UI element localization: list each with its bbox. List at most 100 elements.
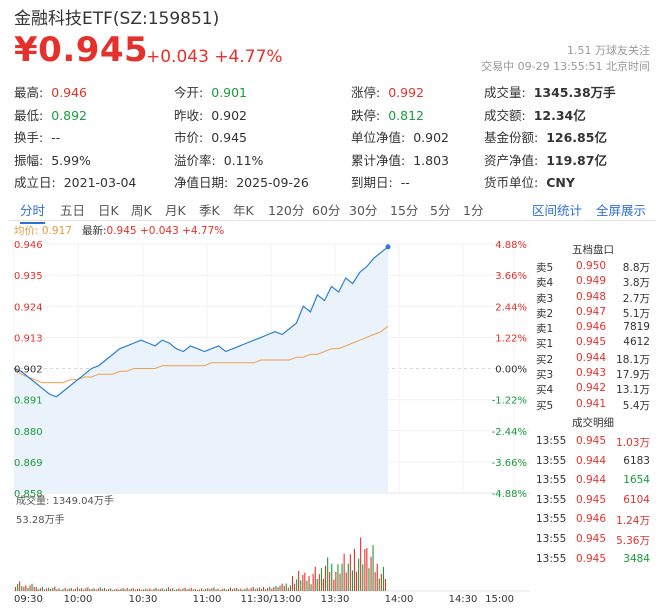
fullscreen-link[interactable]: 全屏展示 <box>596 203 647 218</box>
pct-tick-label: 1.22% <box>495 333 527 344</box>
volume-bar <box>54 586 56 591</box>
volume-bar <box>141 589 143 591</box>
stat-item: 成交量: 1345.38万手 <box>484 82 616 101</box>
pct-tick-label: 4.88% <box>495 240 527 251</box>
orderbook-level: 买1 <box>536 338 554 351</box>
volume-bar <box>118 589 120 591</box>
stat-label: 到期日: <box>351 175 393 191</box>
volume-bar <box>186 589 188 591</box>
trade-volume: 1.24万 <box>616 515 650 528</box>
volume-bar <box>236 587 238 591</box>
stats-row: 换手: -- 市价: 0.945 单位净值: 0.902 基金份额: 126.85亿 <box>14 127 654 150</box>
volume-bar <box>225 589 227 591</box>
volume-bar <box>43 589 45 591</box>
follower-count[interactable]: 1.51 万球友关注 <box>567 44 650 57</box>
volume-bar <box>116 588 118 591</box>
tab-4[interactable]: 月K <box>165 203 186 218</box>
volume-bar <box>64 587 66 591</box>
volume-bar <box>114 589 116 591</box>
orderbook-price: 0.944 <box>575 351 606 364</box>
volume-bar <box>192 589 194 591</box>
volume-bar <box>33 586 35 591</box>
trade-row: 13:55 0.944 6183 <box>530 452 656 472</box>
volume-bar <box>39 588 41 591</box>
avg-price-label: 均价: 0.917 <box>14 225 72 237</box>
volume-bar <box>87 587 89 591</box>
volume-bar <box>74 588 76 591</box>
trade-time: 13:55 <box>536 434 567 447</box>
orderbook-volume: 5.1万 <box>622 307 650 320</box>
volume-bar <box>178 588 180 591</box>
volume-bar <box>145 588 147 591</box>
stat-value: 0.901 <box>211 85 248 100</box>
volume-bar <box>134 589 136 591</box>
range-stats-link[interactable]: 区间统计 <box>532 203 583 218</box>
volume-bar <box>291 576 293 591</box>
tab-2[interactable]: 日K <box>98 203 119 218</box>
tab-8[interactable]: 60分 <box>312 203 341 218</box>
stat-label: 昨收: <box>174 107 204 123</box>
tab-6[interactable]: 年K <box>233 203 254 218</box>
volume-bar <box>296 579 298 591</box>
tab-5[interactable]: 季K <box>199 203 220 218</box>
tab-11[interactable]: 5分 <box>430 203 451 218</box>
tab-12[interactable]: 1分 <box>463 203 484 218</box>
volume-bar <box>105 589 107 591</box>
volume-bar <box>93 588 95 591</box>
last-price-dot <box>385 244 391 250</box>
orderbook-row: 买5 0.941 5.4万 <box>530 398 656 413</box>
orderbook-level: 卖2 <box>536 307 554 320</box>
volume-bar <box>283 585 285 591</box>
time-tick-label: 14:30 <box>449 594 478 605</box>
side-panel: 五档盘口 卖5 0.950 8.8万 卖4 0.949 3.8万 卖3 0.948 2.7万 卖2… <box>530 240 656 569</box>
volume-bar <box>19 581 21 591</box>
volume-bar <box>120 588 122 591</box>
orderbook-row: 卖1 0.946 7819 <box>530 321 656 336</box>
tab-7[interactable]: 120分 <box>268 203 305 218</box>
tab-10[interactable]: 15分 <box>390 203 419 218</box>
trade-price: 0.945 <box>575 434 606 447</box>
orderbook-price: 0.946 <box>575 321 606 334</box>
volume-bar <box>23 586 25 591</box>
orderbook-level: 买5 <box>536 399 554 412</box>
volume-bar <box>289 585 291 591</box>
tab-9[interactable]: 30分 <box>349 203 378 218</box>
orderbook-level: 卖4 <box>536 277 554 290</box>
volume-bar <box>360 537 362 591</box>
volume-bar <box>85 588 87 591</box>
volume-bar <box>376 563 378 591</box>
intraday-chart[interactable]: 0.946 4.88% 0.935 3.66% 0.924 2.44% 0.913 1.22%… <box>0 236 530 615</box>
volume-bar <box>335 571 337 591</box>
orderbook-level: 卖5 <box>536 262 554 274</box>
tab-1[interactable]: 五日 <box>60 203 86 218</box>
stat-item: 资产净值: 119.87亿 <box>484 150 607 169</box>
volume-bar <box>184 587 186 591</box>
stat-item: 基金份额: 126.85亿 <box>484 127 607 146</box>
orderbook-level: 卖3 <box>536 292 554 305</box>
trade-volume: 5.36万 <box>616 534 650 547</box>
volume-bar <box>124 589 126 591</box>
orderbook-volume: 4612 <box>623 336 650 349</box>
stat-item: 换手: -- <box>14 127 60 146</box>
trade-volume: 3484 <box>623 552 650 565</box>
volume-bar <box>221 589 223 591</box>
volume-bar <box>244 588 246 591</box>
volume-bar <box>46 588 48 591</box>
volume-bar <box>240 588 242 591</box>
volume-bar <box>50 588 52 591</box>
tab-0[interactable]: 分时 <box>20 200 46 224</box>
volume-bar <box>325 565 327 591</box>
stat-value: 0.11% <box>223 152 264 168</box>
fund-title: 金融科技ETF(SZ:159851) <box>14 9 220 29</box>
volume-bar <box>337 564 339 591</box>
volume-bar <box>380 573 382 591</box>
orderbook-price: 0.942 <box>575 382 606 395</box>
volume-bar <box>139 588 141 591</box>
stat-item: 溢价率: 0.11% <box>174 150 263 169</box>
tab-3[interactable]: 周K <box>131 203 152 218</box>
volume-bar <box>130 588 132 591</box>
stat-value: CNY <box>546 175 575 191</box>
volume-bar <box>265 589 267 591</box>
volume-bar <box>358 558 360 591</box>
volume-bar <box>205 588 207 591</box>
